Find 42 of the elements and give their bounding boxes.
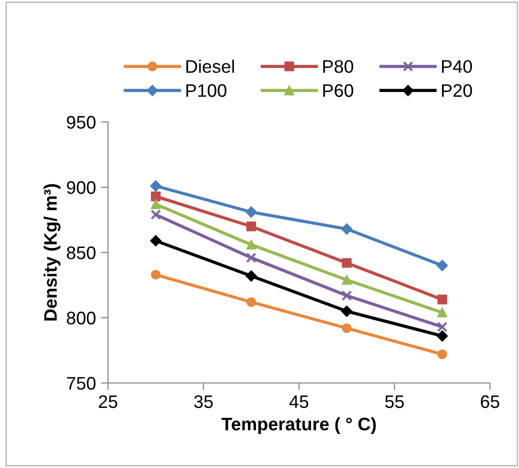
point bbox=[246, 252, 256, 263]
point bbox=[246, 240, 256, 250]
point bbox=[150, 192, 161, 202]
y-tick-label: 850 bbox=[66, 246, 96, 260]
legend-label: P100 bbox=[186, 84, 226, 97]
y-tick-label: 900 bbox=[66, 181, 96, 194]
point bbox=[246, 297, 256, 307]
y-axis-title: Density (Kg/ m³) bbox=[44, 184, 61, 321]
point bbox=[342, 323, 352, 334]
x-tick-label: 55 bbox=[385, 395, 404, 408]
point bbox=[150, 270, 161, 280]
point bbox=[341, 223, 352, 235]
x-tick-label: 45 bbox=[289, 395, 308, 408]
point bbox=[150, 235, 162, 246]
point bbox=[150, 209, 161, 220]
point bbox=[437, 294, 448, 304]
point bbox=[150, 199, 161, 210]
point bbox=[342, 275, 352, 285]
point bbox=[436, 260, 448, 272]
point bbox=[246, 206, 257, 218]
point bbox=[437, 308, 448, 318]
legend-label: P80 bbox=[323, 60, 354, 73]
legend-label: Diesel bbox=[186, 60, 234, 73]
x-axis-title: Temperature ( ° C) bbox=[222, 417, 376, 434]
point bbox=[150, 180, 162, 192]
point bbox=[342, 258, 352, 268]
y-tick-label: 750 bbox=[67, 376, 96, 390]
point bbox=[246, 222, 256, 232]
y-tick-label: 800 bbox=[66, 312, 96, 324]
point bbox=[341, 306, 352, 317]
point bbox=[246, 270, 257, 282]
legend-label: P40 bbox=[442, 60, 472, 73]
point bbox=[437, 349, 448, 360]
point bbox=[342, 290, 352, 301]
y-tick-label: 950 bbox=[66, 116, 96, 129]
legend-label: P60 bbox=[323, 84, 354, 97]
point bbox=[437, 322, 448, 332]
point bbox=[436, 330, 448, 342]
x-tick-label: 25 bbox=[98, 395, 118, 408]
x-tick-label: 35 bbox=[194, 395, 213, 408]
legend-label: P20 bbox=[442, 84, 472, 97]
x-tick-label: 65 bbox=[480, 395, 500, 408]
